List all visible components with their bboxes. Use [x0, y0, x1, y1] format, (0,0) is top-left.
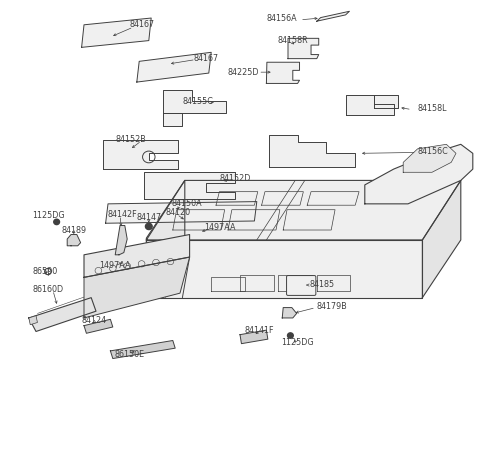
Polygon shape — [67, 235, 81, 246]
Text: 86150E: 86150E — [115, 350, 144, 359]
Text: 84120: 84120 — [165, 208, 190, 217]
Polygon shape — [146, 240, 422, 298]
Text: 84147: 84147 — [136, 213, 161, 222]
Polygon shape — [282, 308, 297, 318]
Text: 84156C: 84156C — [418, 147, 448, 156]
Text: 1125DG: 1125DG — [33, 211, 65, 220]
Polygon shape — [288, 38, 319, 59]
Text: 84155C: 84155C — [183, 97, 214, 106]
Circle shape — [54, 219, 60, 225]
FancyBboxPatch shape — [287, 276, 316, 295]
Text: 84150A: 84150A — [172, 199, 203, 208]
Polygon shape — [374, 95, 398, 108]
Polygon shape — [266, 62, 300, 83]
Polygon shape — [365, 144, 473, 204]
Text: 1125DG: 1125DG — [281, 338, 314, 347]
Polygon shape — [29, 316, 37, 325]
Text: 84124: 84124 — [81, 316, 106, 325]
Text: 84189: 84189 — [62, 226, 87, 235]
Polygon shape — [84, 257, 190, 318]
Text: 84142F: 84142F — [108, 210, 137, 219]
Polygon shape — [163, 90, 226, 113]
Polygon shape — [110, 341, 175, 359]
Text: 84158L: 84158L — [418, 104, 447, 113]
Polygon shape — [84, 235, 190, 277]
Polygon shape — [146, 180, 185, 298]
Polygon shape — [29, 298, 96, 331]
Text: 1497AA: 1497AA — [99, 261, 131, 270]
Text: 84152B: 84152B — [116, 135, 146, 144]
Polygon shape — [115, 226, 127, 255]
Text: 84141F: 84141F — [244, 326, 274, 335]
Circle shape — [145, 223, 152, 230]
Polygon shape — [146, 180, 461, 240]
Text: 84179B: 84179B — [317, 302, 348, 311]
Polygon shape — [346, 95, 394, 115]
Text: 84167: 84167 — [129, 20, 154, 29]
Text: 84158R: 84158R — [277, 36, 308, 45]
Circle shape — [288, 333, 293, 338]
Polygon shape — [137, 52, 211, 82]
Polygon shape — [82, 18, 151, 47]
Text: 84152D: 84152D — [219, 174, 251, 183]
Polygon shape — [144, 172, 235, 199]
Text: 84156A: 84156A — [267, 14, 298, 23]
Polygon shape — [163, 113, 182, 126]
Polygon shape — [422, 180, 461, 298]
Text: 84225D: 84225D — [228, 68, 259, 77]
Polygon shape — [84, 319, 113, 333]
Polygon shape — [317, 11, 349, 21]
Polygon shape — [240, 330, 268, 344]
Polygon shape — [403, 144, 456, 172]
Polygon shape — [103, 140, 178, 169]
Polygon shape — [106, 202, 257, 223]
Text: 1497AA: 1497AA — [204, 223, 236, 232]
Polygon shape — [269, 135, 355, 167]
Text: 86160D: 86160D — [33, 285, 64, 294]
Text: 86590: 86590 — [33, 267, 58, 276]
Text: 84185: 84185 — [310, 280, 335, 289]
Text: 84167: 84167 — [194, 54, 219, 63]
